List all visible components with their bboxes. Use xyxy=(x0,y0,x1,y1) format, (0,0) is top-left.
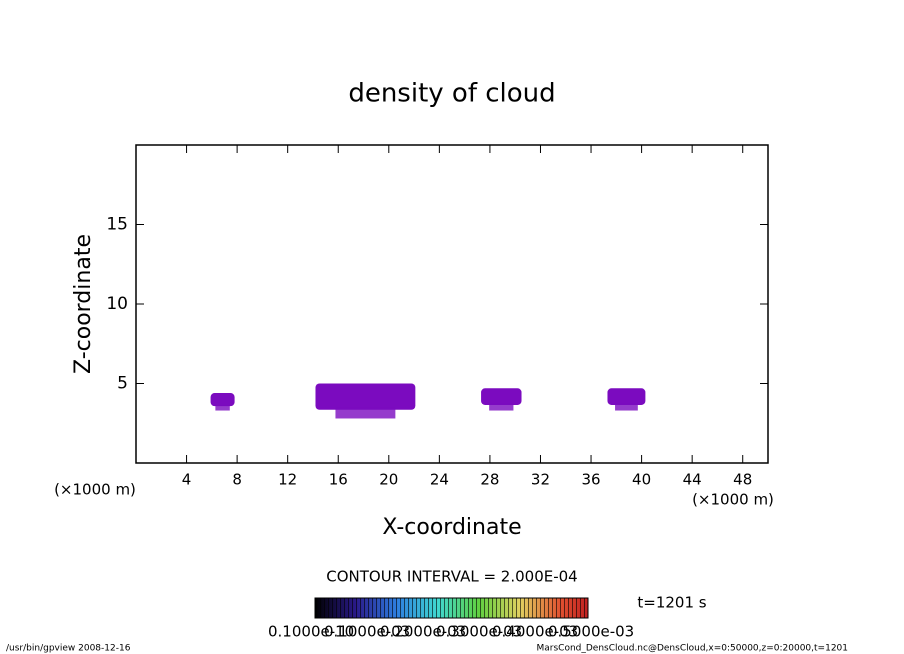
x-tick-label: 16 xyxy=(329,471,348,489)
y-tick-label: 15 xyxy=(106,215,128,235)
colorbar-label: 0.1000e-03 xyxy=(324,623,410,641)
x-unit-left: (×1000 m) xyxy=(54,481,136,499)
y-tick-label: 5 xyxy=(117,374,128,394)
cloud-fringe xyxy=(335,407,396,419)
chart-title: density of cloud xyxy=(348,79,555,109)
colorbar-label: 0.5000e-03 xyxy=(548,623,634,641)
x-tick-label: 40 xyxy=(632,471,651,489)
x-tick-label: 4 xyxy=(182,471,192,489)
cloud-fringe xyxy=(215,405,230,411)
plot-frame xyxy=(135,144,769,464)
contour-interval: CONTOUR INTERVAL = 2.000E-04 xyxy=(326,568,577,586)
x-tick-label: 12 xyxy=(278,471,297,489)
time-label: t=1201 s xyxy=(637,594,706,612)
x-unit-right: (×1000 m) xyxy=(692,491,774,509)
cloud-region xyxy=(481,388,522,405)
footer-right: MarsCond_DensCloud.nc@DensCloud,x=0:5000… xyxy=(537,644,849,654)
cloud-fringe xyxy=(615,403,638,411)
x-tick-label: 32 xyxy=(531,471,550,489)
colorbar-label: 0.4000e-03 xyxy=(492,623,578,641)
x-tick-label: 44 xyxy=(683,471,702,489)
colorbar-stripes xyxy=(315,598,588,618)
x-tick-label: 24 xyxy=(430,471,449,489)
x-tick-label: 28 xyxy=(480,471,499,489)
footer-left: /usr/bin/gpview 2008-12-16 xyxy=(6,644,131,654)
x-tick-label: 36 xyxy=(581,471,600,489)
colorbar-label: 0.1000e-10 xyxy=(268,623,354,641)
cloud-region xyxy=(315,383,416,410)
colorbar-label: 0.3000e-03 xyxy=(436,623,522,641)
colorbar-label: 0.2000e-03 xyxy=(380,623,466,641)
y-axis-label: Z-coordinate xyxy=(71,234,96,374)
cloud-region xyxy=(210,393,235,407)
x-tick-label: 48 xyxy=(733,471,752,489)
x-tick-label: 20 xyxy=(379,471,398,489)
cloud-fringe xyxy=(489,403,514,411)
cloud-region xyxy=(607,388,646,405)
x-tick-label: 8 xyxy=(232,471,242,489)
x-axis-label: X-coordinate xyxy=(382,515,521,540)
y-tick-label: 10 xyxy=(106,294,128,314)
